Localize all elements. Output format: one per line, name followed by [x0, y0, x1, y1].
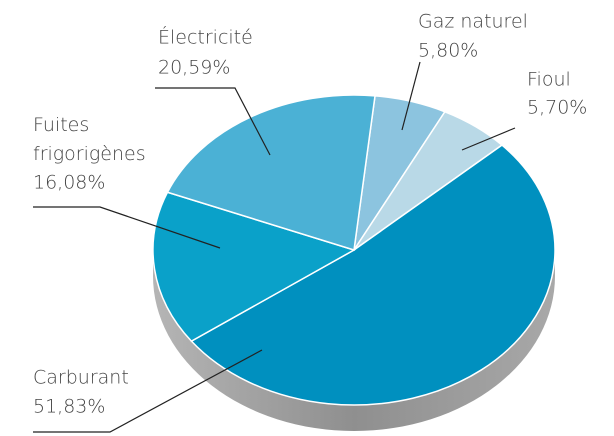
slice-value: 20,59% [158, 57, 230, 79]
leader-line [401, 61, 421, 131]
slice-label: Gaz naturel [418, 11, 528, 33]
slice-value: 16,08% [33, 172, 105, 194]
leader-line [33, 206, 221, 249]
slice-value: 5,70% [527, 97, 587, 119]
slice-label: Électricité [158, 26, 253, 49]
leader-line [461, 127, 516, 151]
slice-label: Carburant [33, 367, 129, 389]
slice-label: Fuites frigorigènes [33, 114, 146, 165]
pie [152, 94, 556, 431]
leader-line [33, 349, 263, 433]
leaders [33, 61, 516, 433]
pie-slice [152, 191, 356, 343]
slice-value: 5,80% [418, 40, 478, 62]
slice-label: Fioul [527, 69, 571, 91]
leader-line [155, 87, 271, 156]
pie-slice [190, 144, 556, 406]
slice-value: 51,83% [33, 396, 105, 418]
